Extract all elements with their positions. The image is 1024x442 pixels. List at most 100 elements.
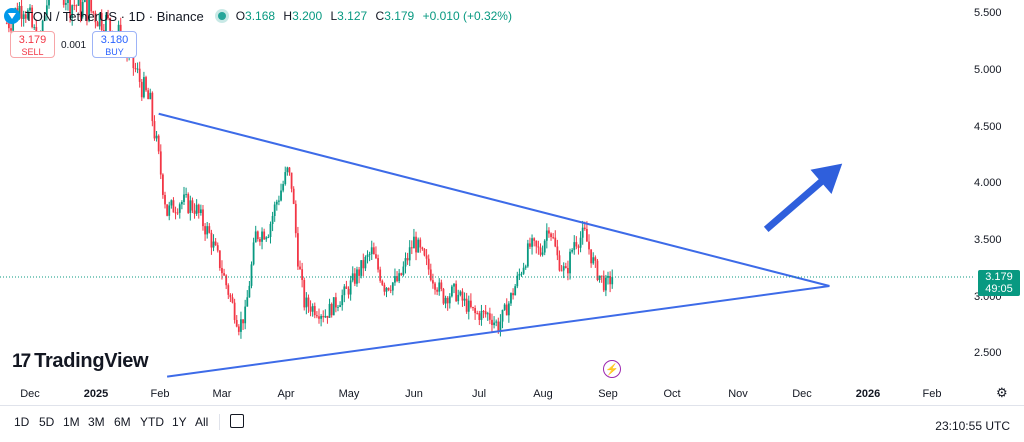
candle-body [147, 90, 150, 100]
candle-body [560, 270, 563, 272]
candle-body [187, 194, 190, 213]
candle-body [503, 304, 506, 310]
candle-body [185, 194, 188, 195]
spread-value: 0.001 [61, 40, 87, 51]
candle-body [404, 258, 407, 267]
candlestick-chart[interactable] [0, 0, 1024, 405]
candle-body [227, 285, 230, 295]
upper-trendline[interactable] [158, 112, 830, 287]
candle-body [86, 0, 88, 22]
candle-body [459, 291, 462, 295]
candle-body [132, 48, 135, 69]
candle-body [303, 279, 306, 308]
candle-body [349, 280, 352, 295]
candle-body [199, 209, 202, 214]
candle-body [607, 275, 609, 278]
candle-body [109, 18, 112, 32]
candle-body [415, 236, 417, 253]
candle-body [461, 291, 464, 301]
candle-body [318, 316, 320, 319]
candle-body [463, 298, 466, 301]
candle-body [469, 300, 472, 307]
time-axis-label: Apr [277, 388, 295, 400]
candles-layer [5, 0, 614, 339]
range-button-3m[interactable]: 3M [88, 415, 105, 429]
sell-button[interactable]: 3.179 SELL [10, 31, 55, 58]
candle-body [579, 237, 582, 248]
candle-body [575, 242, 578, 247]
candle-body [488, 313, 491, 320]
candle-body [151, 92, 154, 122]
candle-body [284, 172, 287, 185]
candle-body [8, 23, 10, 29]
candle-body [83, 0, 86, 3]
time-axis-label: Dec [20, 388, 40, 400]
candle-body [586, 229, 588, 242]
trendlines-layer [158, 112, 830, 378]
date-range-icon[interactable] [230, 414, 244, 428]
candle-body [64, 3, 67, 5]
candle-body [347, 288, 350, 295]
candle-body [402, 266, 405, 275]
candle-body [297, 233, 299, 267]
candle-body [267, 236, 270, 238]
candle-body [22, 14, 25, 20]
candle-body [33, 27, 36, 28]
range-button-1d[interactable]: 1D [14, 415, 30, 429]
buy-button[interactable]: 3.180 BUY [92, 31, 137, 58]
range-button-5d[interactable]: 5D [39, 415, 55, 429]
candle-body [554, 237, 557, 247]
candle-body [440, 282, 443, 289]
candle-body [334, 297, 337, 308]
candle-body [259, 239, 261, 242]
candle-body [235, 319, 238, 327]
candle-body [261, 231, 263, 242]
candle-body [332, 297, 335, 316]
bullish-arrow-icon[interactable] [763, 163, 843, 232]
candle-body [299, 266, 301, 270]
candle-body [88, 0, 90, 22]
ohlc-values: O3.168 H3.200 L3.127 C3.179 +0.010 (+0.3… [236, 9, 517, 23]
logo-text: TradingView [34, 350, 149, 372]
time-axis-label: Aug [533, 388, 553, 400]
flash-event-icon[interactable]: ⚡ [603, 360, 621, 378]
candle-body [339, 305, 341, 307]
candle-body [246, 297, 249, 307]
lower-trendline[interactable] [166, 285, 830, 378]
settings-gear-icon[interactable]: ⚙ [996, 385, 1008, 400]
candle-body [204, 226, 206, 235]
candle-body [552, 237, 555, 238]
range-button-1m[interactable]: 1M [63, 415, 80, 429]
range-button-all[interactable]: All [195, 415, 209, 429]
range-button-6m[interactable]: 6M [114, 415, 131, 429]
tradingview-logo[interactable]: 17 TradingView [12, 350, 149, 373]
candle-body [322, 316, 325, 318]
candle-body [178, 204, 181, 213]
candle-body [467, 300, 470, 312]
candle-body [168, 205, 171, 216]
candle-body [149, 92, 152, 100]
candle-body [45, 5, 48, 16]
candle-body [592, 257, 595, 264]
candle-body [216, 245, 219, 251]
candle-body [604, 277, 607, 291]
candle-body [518, 273, 521, 276]
candle-body [408, 247, 411, 261]
candle-body [208, 226, 211, 233]
candle-body [48, 0, 50, 6]
candle-body [425, 255, 428, 259]
candle-body [193, 210, 196, 214]
candle-body [12, 18, 15, 31]
candle-body [341, 295, 344, 306]
range-button-1y[interactable]: 1Y [172, 415, 187, 429]
candle-body [396, 276, 398, 282]
range-button-ytd[interactable]: YTD [140, 415, 164, 429]
candle-body [269, 224, 272, 237]
candle-body [180, 201, 183, 205]
utc-clock[interactable]: 23:10:55 UTC [935, 419, 1010, 433]
candle-body [491, 319, 493, 326]
time-axis-label: Jul [471, 388, 487, 400]
candle-body [577, 246, 580, 248]
symbol-title[interactable]: TON / TetherUS · 1D · Binance [25, 8, 204, 24]
candle-body [166, 204, 169, 216]
